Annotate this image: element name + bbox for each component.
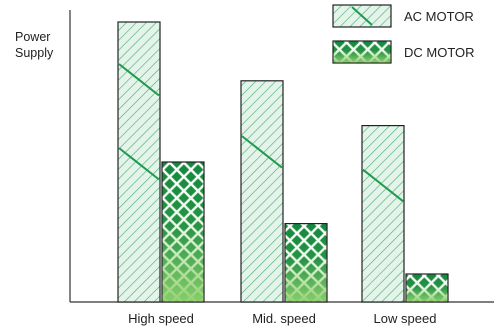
legend-label-dc-motor: DC MOTOR [404,45,475,60]
x-tick-label-0: High speed [128,311,194,326]
bar-ac-accent-0-1 [118,147,160,181]
bar-dc-motor-shade-0 [162,162,204,302]
legend-label-ac-motor: AC MOTOR [404,9,474,24]
bar-ac-accent-0-0 [118,63,160,97]
bar-ac-motor-2 [361,124,405,303]
bar-ac-motor-0 [117,21,161,303]
bar-ac-accent-2-0 [362,168,404,202]
x-tick-label-2: Low speed [374,311,437,326]
bar-dc-motor-shade-1 [285,224,327,302]
y-axis-title-line-2: Supply [15,46,54,60]
x-tick-labels: High speed Mid. speed Low speed [128,311,436,326]
y-axis-title-line-1: Power [15,30,50,44]
legend-swatch-shade-dc-motor [333,41,391,63]
legend-swatch-accent-ac-motor [351,6,373,26]
bars-layer [117,21,449,303]
bar-dc-motor-shade-2 [406,274,448,302]
bar-ac-motor-1 [240,80,284,303]
bar-ac-accent-1-0 [241,135,283,169]
x-tick-label-1: Mid. speed [252,311,316,326]
legend: AC MOTOR DC MOTOR [332,4,475,64]
